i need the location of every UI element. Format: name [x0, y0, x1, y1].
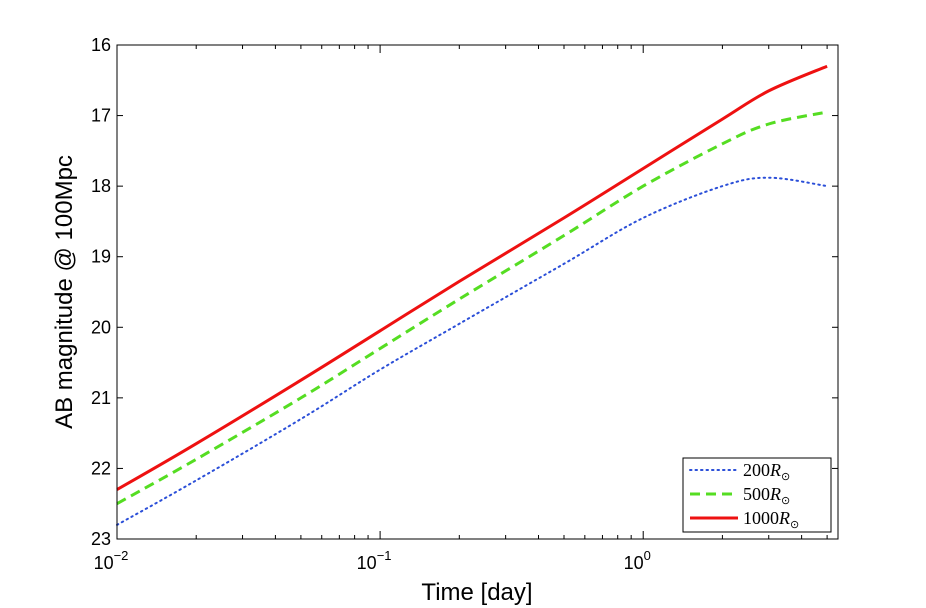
legend-label-0: 200R⊙ [743, 460, 790, 483]
series-line-2 [116, 64, 828, 491]
y-tick-label: 20 [91, 317, 111, 337]
x-tick-label: 10−2 [94, 548, 129, 573]
y-tick-label: 23 [91, 529, 111, 549]
y-axis-label: AB magnitude @ 100Mpc [51, 155, 78, 429]
y-tick-label: 19 [91, 247, 111, 267]
legend-label-2: 1000R⊙ [743, 508, 799, 531]
y-tick-label: 21 [91, 388, 111, 408]
y-tick-label: 22 [91, 458, 111, 478]
y-tick-label: 17 [91, 106, 111, 126]
legend: 200R⊙500R⊙1000R⊙ [682, 457, 832, 533]
series-line-0 [116, 176, 829, 526]
x-tick-label: 100 [624, 548, 651, 573]
x-tick-label: 10−1 [357, 548, 392, 573]
series-line-1 [116, 110, 828, 506]
y-tick-label: 16 [91, 35, 111, 55]
axes-box [116, 44, 839, 540]
x-axis-label: Time [day] [421, 579, 532, 606]
y-tick-label: 18 [91, 176, 111, 196]
legend-label-1: 500R⊙ [743, 484, 790, 507]
series-layer [116, 64, 829, 526]
